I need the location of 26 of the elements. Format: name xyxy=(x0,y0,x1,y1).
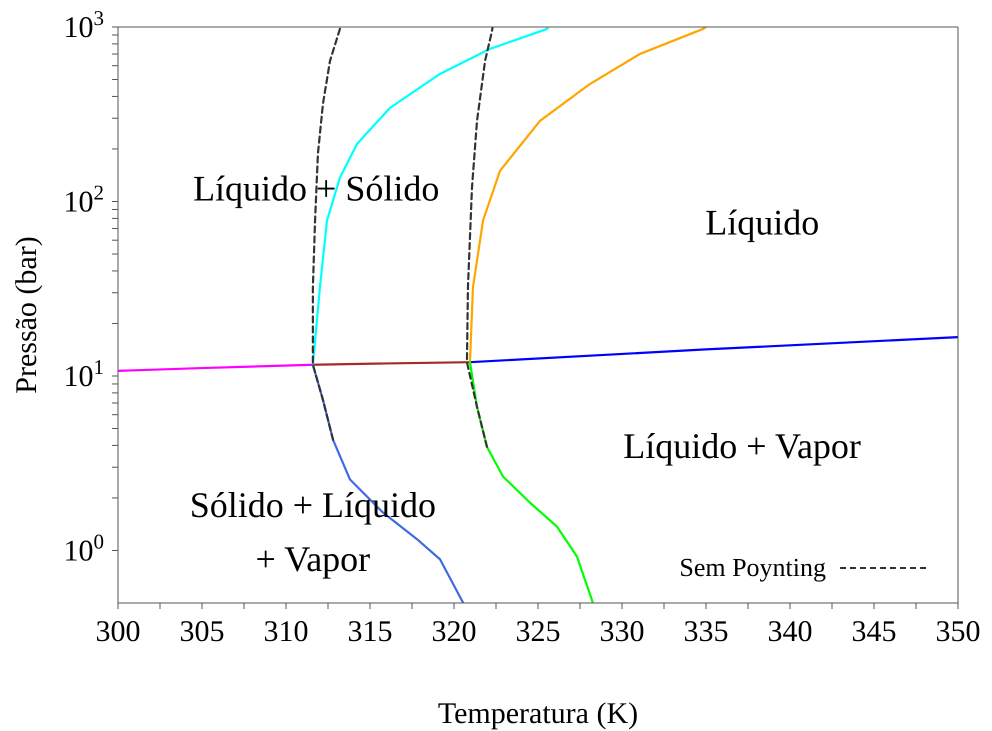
x-tick-label: 350 xyxy=(936,615,980,648)
x-tick-label: 305 xyxy=(180,615,224,648)
x-tick-label: 325 xyxy=(516,615,560,648)
x-tick-label: 330 xyxy=(600,615,644,648)
y-tick-label: 10$^{1}$ xyxy=(64,354,104,393)
y-tick-label: 10$^{3}$ xyxy=(64,6,104,44)
legend-label: Sem Poynting xyxy=(679,553,826,583)
x-tick-label: 300 xyxy=(96,615,140,648)
y-axis-title: Pressão (bar) xyxy=(10,236,43,394)
x-tick-label: 345 xyxy=(852,615,896,648)
line-series xyxy=(312,27,550,366)
x-tick-label: 310 xyxy=(264,615,308,648)
x-axis-title: Temperatura (K) xyxy=(438,697,638,730)
line-series xyxy=(312,27,343,441)
y-tick-label: 10$^{0}$ xyxy=(64,529,104,568)
annotation: Líquido + Vapor xyxy=(623,426,861,466)
annotation: Líquido + Sólido xyxy=(193,168,440,208)
x-tick-label: 315 xyxy=(348,615,392,648)
x-tick-label: 340 xyxy=(768,615,812,648)
x-tick-label: 335 xyxy=(684,615,728,648)
line-series xyxy=(466,27,494,448)
y-tick-label: 10$^{2}$ xyxy=(64,180,104,218)
line-series xyxy=(468,361,594,603)
line-series xyxy=(468,27,708,364)
annotation: Líquido xyxy=(705,202,820,242)
x-tick-label: 320 xyxy=(432,615,476,648)
